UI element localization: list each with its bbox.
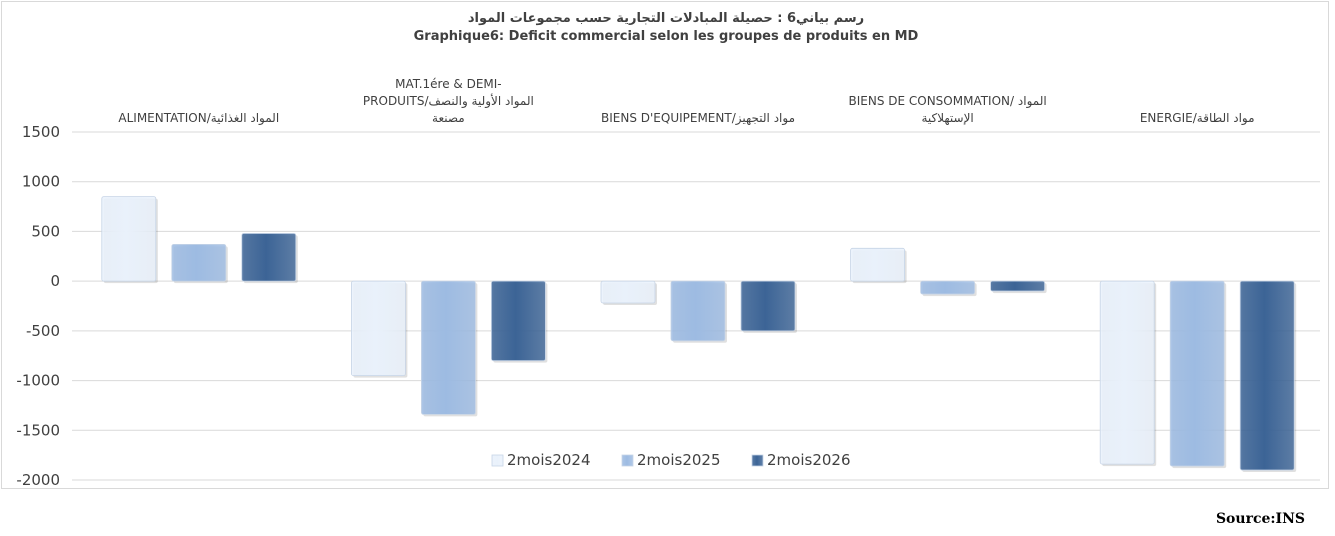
category-label: PRODUITS/المواد الأولية والنصف xyxy=(363,93,534,109)
y-tick-label: 1000 xyxy=(22,173,60,191)
category-label: مصنعة xyxy=(432,111,465,125)
legend-label-2mois2026: 2mois2026 xyxy=(767,451,851,469)
bar-2mois2024-0 xyxy=(101,196,157,282)
bar-2mois2024-3 xyxy=(850,247,905,282)
legend-label-2mois2024: 2mois2024 xyxy=(507,451,591,469)
bar-2mois2026-2 xyxy=(740,280,796,332)
category-label: BIENS D'EQUIPEMENT/مواد التجهيز xyxy=(601,111,795,126)
source-note: Source:INS xyxy=(1215,511,1305,527)
bar-2mois2024-2 xyxy=(600,280,656,304)
legend-swatch-2mois2024 xyxy=(491,454,504,467)
category-label: ALIMENTATION/المواد الغذائية xyxy=(118,111,279,126)
category-label: BIENS DE CONSOMMATION/ المواد xyxy=(848,94,1046,109)
y-tick-label: 0 xyxy=(50,272,60,290)
category-label: MAT.1ére & DEMI- xyxy=(395,77,501,91)
bar-2mois2025-4 xyxy=(1169,280,1225,467)
chart-frame: رسم بياني6 : حصيلة المبادلات التجارية حس… xyxy=(1,1,1329,489)
y-tick-label: -1500 xyxy=(16,421,60,439)
y-tick-label: -1000 xyxy=(16,372,60,390)
category-label: ENERGIE/مواد الطاقة xyxy=(1140,111,1255,126)
legend-swatch-2mois2026 xyxy=(751,454,764,467)
chart-title-french: Graphique6: Deficit commercial selon les… xyxy=(413,29,919,44)
bar-2mois2026-3 xyxy=(990,280,1045,292)
bar-2mois2026-1 xyxy=(490,280,546,362)
y-tick-label: 500 xyxy=(31,222,60,240)
bar-2mois2025-1 xyxy=(420,280,476,415)
bar-2mois2026-0 xyxy=(241,233,297,282)
chart-title-arabic: رسم بياني6 : حصيلة المبادلات التجارية حس… xyxy=(467,11,865,26)
y-tick-label: -500 xyxy=(26,322,60,340)
bar-chart: 1500 1000 500 0 -500 -1000 -1500 -2000 ALIMENTAT… xyxy=(16,77,1320,489)
legend-label-2mois2025: 2mois2025 xyxy=(637,451,721,469)
legend-swatch-2mois2025 xyxy=(621,454,634,467)
y-tick-label: 1500 xyxy=(22,123,60,141)
bar-2mois2024-4 xyxy=(1099,280,1155,465)
category-label: الإستهلاكية xyxy=(921,111,973,125)
bar-2mois2025-0 xyxy=(171,243,227,282)
bar-2mois2025-2 xyxy=(670,280,726,342)
y-tick-label: -2000 xyxy=(16,471,60,489)
bar-2mois2025-3 xyxy=(920,280,975,295)
bar-2mois2024-1 xyxy=(350,280,406,376)
bar-2mois2026-4 xyxy=(1239,280,1295,471)
